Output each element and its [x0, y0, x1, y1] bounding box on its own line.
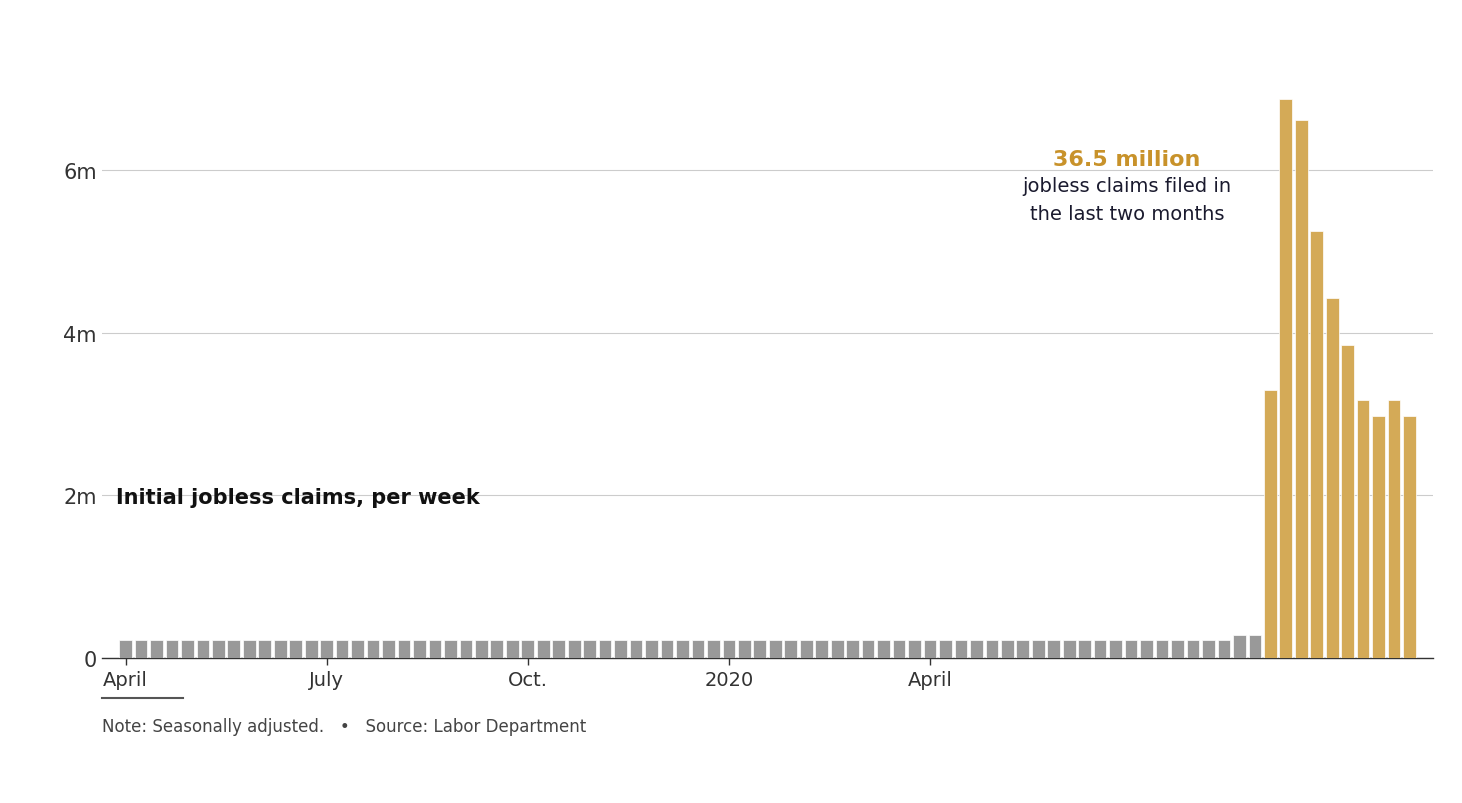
Text: Note: Seasonally adjusted.   •   Source: Labor Department: Note: Seasonally adjusted. • Source: Lab…: [102, 717, 586, 735]
Bar: [1171, 641, 1184, 658]
Bar: [228, 641, 240, 658]
Bar: [708, 641, 719, 658]
Bar: [475, 641, 488, 658]
Bar: [830, 641, 844, 658]
Bar: [785, 641, 797, 658]
Bar: [738, 641, 750, 658]
Bar: [800, 641, 813, 658]
Bar: [1187, 641, 1199, 658]
Bar: [273, 641, 287, 658]
Bar: [1094, 641, 1107, 658]
Bar: [306, 641, 317, 658]
Bar: [939, 641, 952, 658]
Bar: [1326, 299, 1339, 658]
Bar: [924, 641, 936, 658]
Bar: [382, 641, 395, 658]
Bar: [846, 641, 860, 658]
Bar: [675, 641, 689, 658]
Bar: [908, 641, 921, 658]
Bar: [1001, 641, 1013, 658]
Bar: [120, 641, 132, 658]
Text: 36.5 million: 36.5 million: [1053, 150, 1200, 170]
Bar: [599, 641, 611, 658]
Bar: [320, 641, 333, 658]
Bar: [583, 641, 596, 658]
Bar: [1140, 641, 1154, 658]
Bar: [1124, 641, 1137, 658]
Bar: [1079, 641, 1091, 658]
Bar: [1387, 401, 1401, 658]
Bar: [722, 641, 735, 658]
Bar: [1202, 641, 1215, 658]
Bar: [1295, 121, 1307, 658]
Bar: [1232, 635, 1246, 658]
Bar: [861, 641, 874, 658]
Bar: [1265, 390, 1276, 658]
Text: Initial jobless claims, per week: Initial jobless claims, per week: [115, 487, 480, 507]
Bar: [289, 641, 303, 658]
Bar: [1110, 641, 1121, 658]
Bar: [1032, 641, 1045, 658]
Bar: [1249, 635, 1262, 658]
Bar: [1341, 345, 1354, 658]
Bar: [537, 641, 550, 658]
Bar: [212, 641, 225, 658]
Bar: [1155, 641, 1168, 658]
Bar: [351, 641, 364, 658]
Bar: [1357, 401, 1370, 658]
Bar: [1016, 641, 1029, 658]
Bar: [181, 641, 194, 658]
Bar: [692, 641, 705, 658]
Bar: [769, 641, 782, 658]
Bar: [490, 641, 503, 658]
Bar: [614, 641, 627, 658]
Bar: [661, 641, 674, 658]
Bar: [645, 641, 658, 658]
Bar: [367, 641, 380, 658]
Bar: [1047, 641, 1060, 658]
Bar: [243, 641, 256, 658]
Bar: [459, 641, 472, 658]
Bar: [1404, 416, 1415, 658]
Bar: [553, 641, 564, 658]
Bar: [1310, 232, 1323, 658]
Bar: [816, 641, 827, 658]
Bar: [753, 641, 766, 658]
Bar: [135, 641, 148, 658]
Bar: [522, 641, 534, 658]
Bar: [165, 641, 178, 658]
Bar: [1373, 416, 1385, 658]
Bar: [151, 641, 162, 658]
Bar: [259, 641, 270, 658]
Bar: [444, 641, 456, 658]
Bar: [955, 641, 968, 658]
Bar: [567, 641, 580, 658]
Bar: [971, 641, 982, 658]
Bar: [336, 641, 348, 658]
Bar: [1279, 100, 1292, 658]
Bar: [630, 641, 642, 658]
Text: jobless claims filed in
the last two months: jobless claims filed in the last two mon…: [1022, 177, 1231, 223]
Bar: [893, 641, 905, 658]
Bar: [985, 641, 999, 658]
Bar: [196, 641, 209, 658]
Bar: [877, 641, 890, 658]
Bar: [506, 641, 519, 658]
Bar: [1063, 641, 1076, 658]
Bar: [1218, 641, 1230, 658]
Bar: [428, 641, 442, 658]
Bar: [398, 641, 411, 658]
Bar: [414, 641, 425, 658]
